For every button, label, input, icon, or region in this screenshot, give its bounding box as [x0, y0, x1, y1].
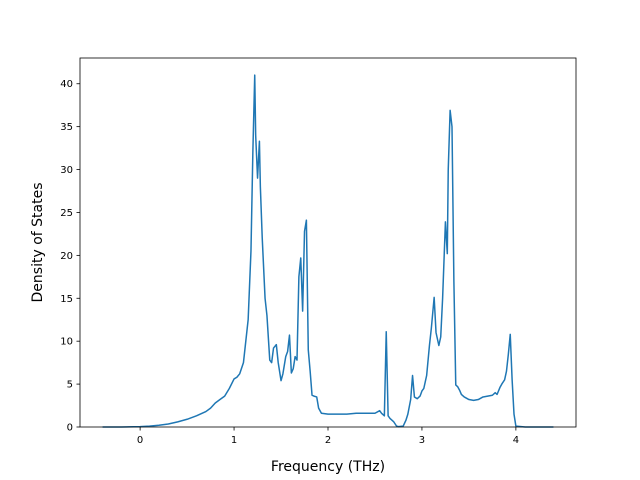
x-tick-label: 3 — [419, 435, 425, 446]
x-tick-label: 1 — [231, 435, 237, 446]
y-tick-label: 5 — [67, 380, 73, 391]
y-tick-label: 30 — [60, 165, 73, 176]
x-tick-label: 4 — [513, 435, 519, 446]
y-tick-label: 15 — [60, 294, 73, 305]
y-tick-label: 20 — [60, 251, 73, 262]
y-tick-label: 35 — [60, 122, 73, 133]
y-tick-label: 10 — [60, 337, 73, 348]
x-axis-label: Frequency (THz) — [271, 459, 385, 475]
x-tick-label: 0 — [137, 435, 143, 446]
y-tick-label: 25 — [60, 208, 73, 219]
plot-area — [102, 74, 554, 428]
dos-series-line — [102, 74, 554, 428]
axes-frame — [79, 57, 577, 428]
x-tick-label: 2 — [325, 435, 331, 446]
y-tick-label: 0 — [67, 423, 73, 434]
y-axis-label: Density of States — [30, 183, 46, 303]
y-tick-label: 40 — [60, 79, 73, 90]
